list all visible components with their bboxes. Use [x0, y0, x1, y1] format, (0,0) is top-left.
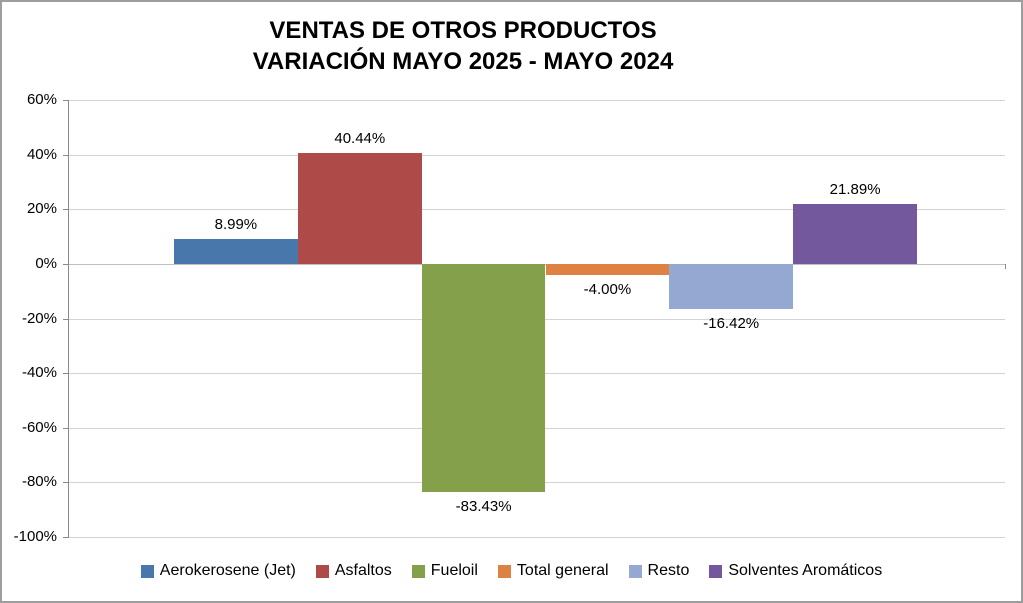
data-label-solventes-aromaticos: 21.89% — [829, 181, 881, 199]
legend-item-solventes-aromaticos: Solventes Aromáticos — [709, 562, 882, 580]
bar-asfaltos — [297, 153, 422, 264]
chart-title-line2: VARIACIÓN MAYO 2025 - MAYO 2024 — [252, 48, 674, 75]
legend-label-asfaltos: Asfaltos — [334, 562, 392, 579]
data-label-total-general: -4.00% — [583, 280, 632, 298]
y-axis-tick-label: 40% — [26, 146, 57, 163]
legend-item-aerokerosene-jet: Aerokerosene (Jet) — [140, 562, 296, 580]
y-axis-tick-label: 60% — [26, 91, 57, 108]
bar-total-general — [545, 263, 670, 275]
y-axis-tick — [63, 537, 68, 538]
chart-title: VENTAS DE OTROS PRODUCTOS VARIACIÓN MAYO… — [2, 15, 924, 77]
y-axis-tick-label: 20% — [26, 200, 57, 217]
y-axis-tick — [63, 428, 68, 429]
legend-swatch-asfaltos — [315, 564, 329, 578]
data-label-resto: -16.42% — [703, 314, 760, 332]
legend-swatch-fueloil — [411, 564, 425, 578]
legend-item-fueloil: Fueloil — [411, 562, 478, 580]
legend-swatch-resto — [628, 564, 642, 578]
legend-item-resto: Resto — [628, 562, 690, 580]
data-label-fueloil: -83.43% — [455, 497, 512, 515]
y-axis-tick — [63, 482, 68, 483]
y-axis-tick-label: -40% — [21, 364, 57, 381]
y-axis-tick — [63, 100, 68, 101]
legend-label-solventes-aromaticos: Solventes Aromáticos — [728, 562, 883, 579]
data-label-aerokerosene-jet: 8.99% — [214, 216, 258, 234]
gridline-100 — [68, 537, 1005, 538]
y-axis-tick — [63, 155, 68, 156]
legend-label-aerokerosene-jet: Aerokerosene (Jet) — [159, 562, 296, 579]
y-axis-tick — [63, 264, 68, 265]
chart-legend: Aerokerosene (Jet) Asfaltos Fueloil Total g… — [2, 562, 1021, 580]
legend-item-total-general: Total general — [497, 562, 609, 580]
y-axis-tick-label: -100% — [13, 528, 57, 545]
bar-solventes-aromaticos — [793, 204, 917, 264]
gridline-60 — [68, 100, 1005, 101]
y-axis-tick — [63, 209, 68, 210]
y-axis-tick-label: -20% — [21, 310, 57, 327]
y-axis-tick — [63, 319, 68, 320]
gridline-20 — [68, 209, 1005, 210]
y-axis-tick-label: 0% — [35, 255, 57, 272]
bar-aerokerosene-jet — [174, 239, 298, 264]
legend-label-fueloil: Fueloil — [430, 562, 478, 579]
y-axis-tick-label: -60% — [21, 419, 57, 436]
chart-title-line1: VENTAS DE OTROS PRODUCTOS — [269, 17, 657, 44]
y-axis-tick-label: -80% — [21, 473, 57, 490]
data-label-asfaltos: 40.44% — [334, 130, 386, 148]
gridline-40 — [68, 155, 1005, 156]
legend-swatch-total-general — [497, 564, 511, 578]
legend-label-total-general: Total general — [516, 562, 609, 579]
legend-label-resto: Resto — [647, 562, 690, 579]
legend-item-asfaltos: Asfaltos — [315, 562, 392, 580]
x-axis-end-tick — [1005, 264, 1006, 269]
y-axis-line — [68, 100, 69, 538]
legend-swatch-solventes-aromaticos — [709, 564, 723, 578]
y-axis-tick — [63, 373, 68, 374]
legend-swatch-aerokerosene-jet — [140, 564, 154, 578]
bar-resto — [669, 263, 794, 309]
bar-fueloil — [421, 263, 546, 492]
